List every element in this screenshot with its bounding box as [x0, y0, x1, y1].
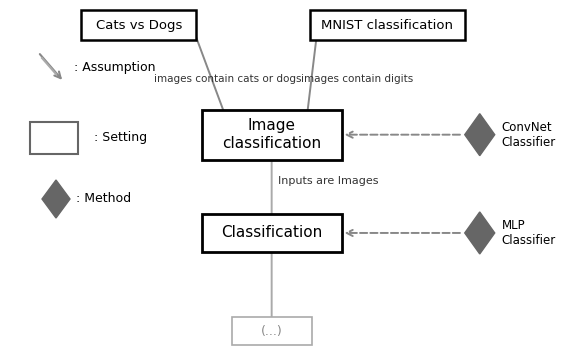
Text: ConvNet
Classifier: ConvNet Classifier — [502, 121, 556, 149]
Bar — [202, 110, 342, 160]
Text: images contain digits: images contain digits — [301, 74, 413, 84]
Bar — [30, 122, 78, 154]
Bar — [232, 317, 312, 345]
Text: (...): (...) — [261, 325, 283, 338]
Text: MNIST classification: MNIST classification — [321, 19, 453, 32]
Text: Image
classification: Image classification — [222, 118, 321, 151]
Bar — [81, 11, 196, 40]
Bar — [310, 11, 465, 40]
Text: Cats vs Dogs: Cats vs Dogs — [95, 19, 182, 32]
Bar — [202, 214, 342, 252]
Polygon shape — [465, 212, 495, 254]
Text: Inputs are Images: Inputs are Images — [277, 176, 378, 186]
Text: MLP
Classifier: MLP Classifier — [502, 219, 556, 247]
Text: : Assumption: : Assumption — [74, 62, 155, 75]
Text: : Method: : Method — [76, 193, 131, 206]
Polygon shape — [465, 114, 495, 156]
Text: : Setting: : Setting — [94, 131, 147, 145]
Text: Classification: Classification — [221, 225, 323, 241]
Polygon shape — [42, 180, 70, 218]
Text: images contain cats or dogs: images contain cats or dogs — [154, 74, 302, 84]
